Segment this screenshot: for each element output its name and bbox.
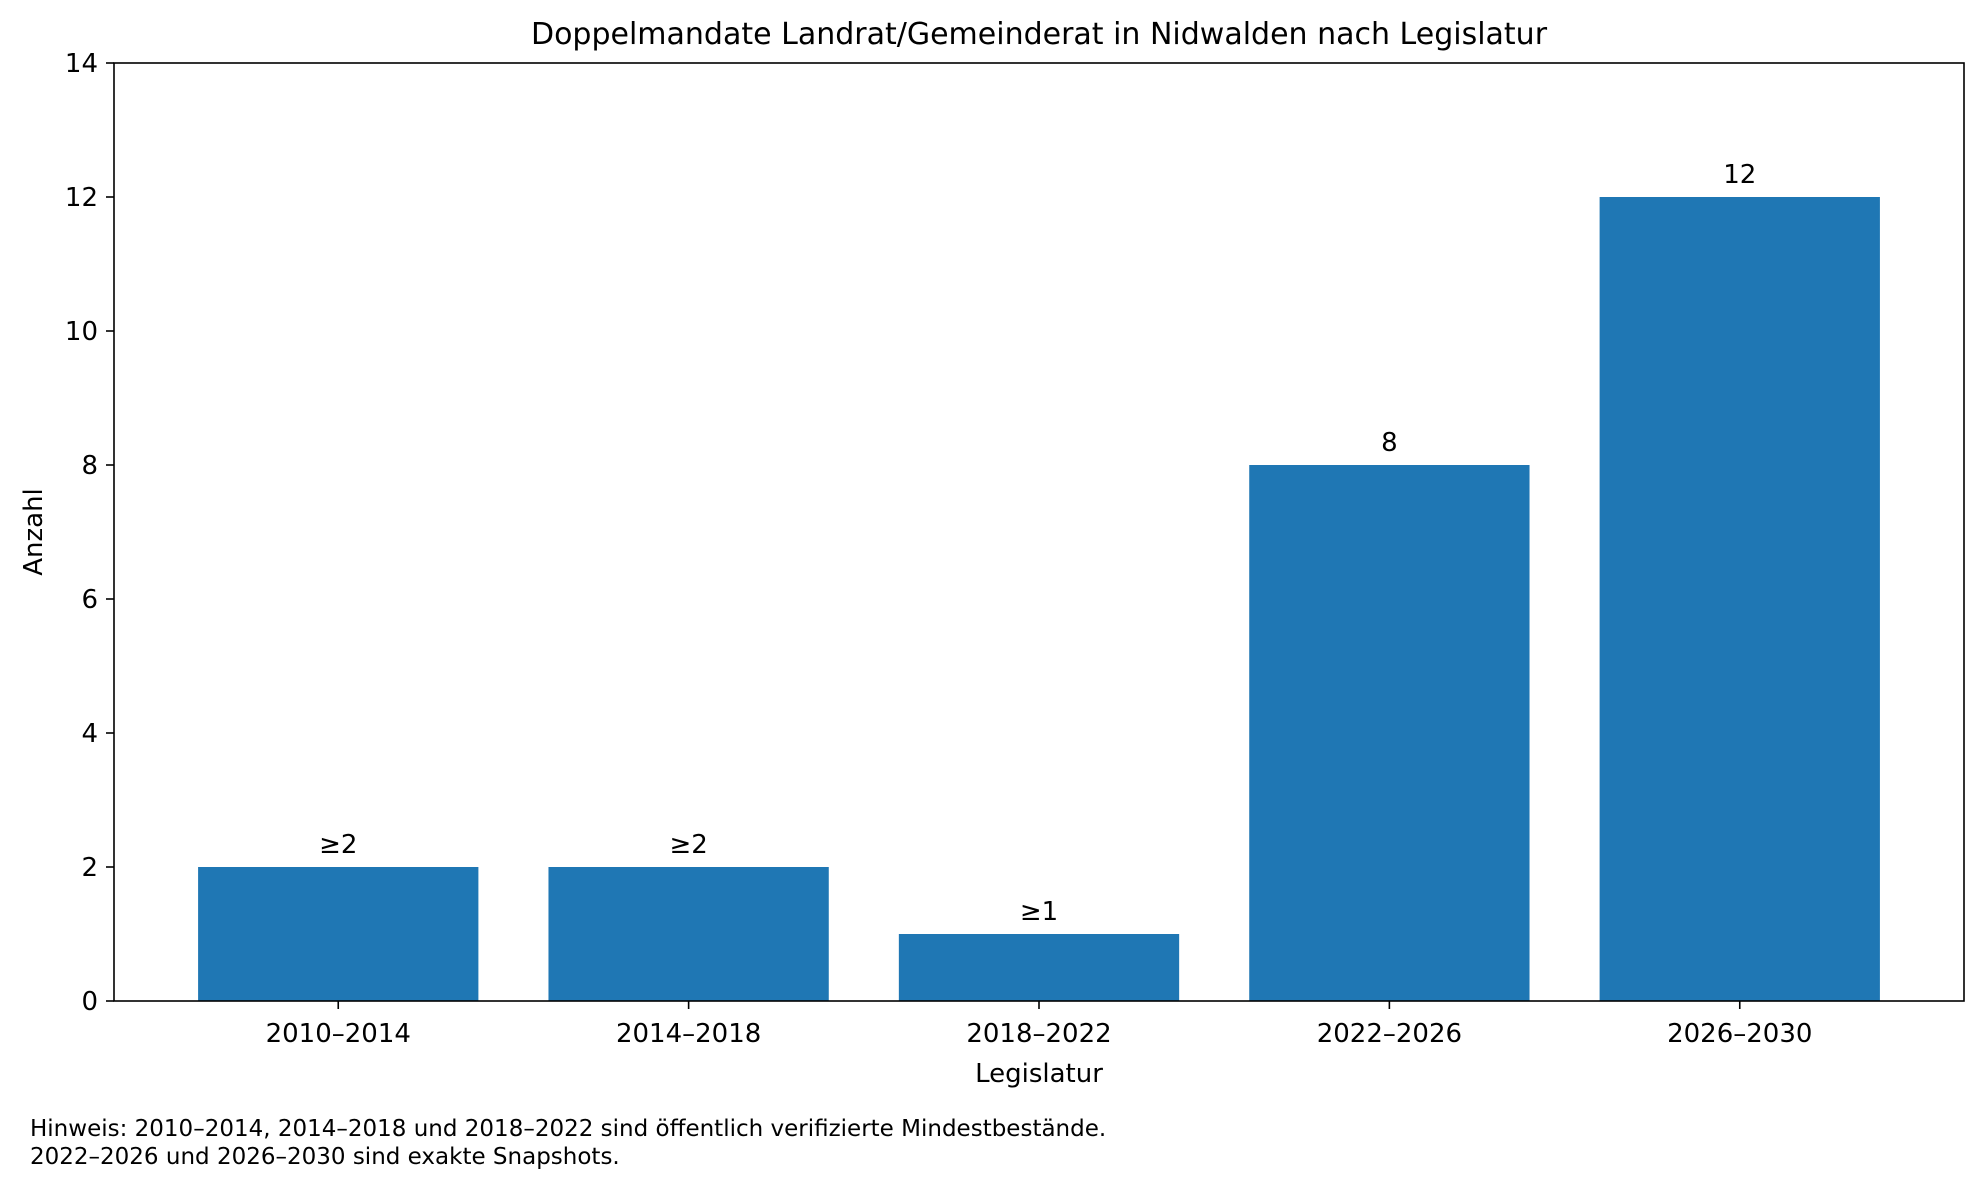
chart-title: Doppelmandate Landrat/Gemeinderat in Nid… <box>531 17 1548 52</box>
y-axis-ticks: 0 2 4 6 8 10 12 14 <box>65 49 114 1017</box>
x-tick-label: 2014–2018 <box>616 1019 761 1049</box>
bar-labels-group: ≥2 ≥2 ≥1 8 12 <box>319 160 1756 927</box>
bar-2018–2022 <box>898 934 1180 1001</box>
bar-value-label: 12 <box>1723 160 1756 190</box>
y-tick-label: 4 <box>81 719 98 749</box>
bar-value-label: 8 <box>1381 428 1398 458</box>
bar-value-label: ≥1 <box>1020 897 1058 927</box>
footnote-line-2: 2022–2026 und 2026–2030 sind exakte Snap… <box>30 1144 620 1170</box>
bar-value-label: ≥2 <box>669 830 707 860</box>
bar-value-label: ≥2 <box>319 830 357 860</box>
x-axis-ticks: 2010–2014 2014–2018 2018–2022 2022–2026 2026… <box>266 1001 1812 1049</box>
bars-group <box>198 197 1880 1001</box>
bar-2014–2018 <box>548 867 829 1001</box>
x-tick-label: 2010–2014 <box>266 1019 411 1049</box>
y-tick-label: 8 <box>81 451 98 481</box>
x-tick-label: 2018–2022 <box>966 1019 1111 1049</box>
bar-2010–2014 <box>198 867 479 1001</box>
x-tick-label: 2022–2026 <box>1317 1019 1462 1049</box>
y-tick-label: 0 <box>81 987 98 1017</box>
y-tick-label: 2 <box>81 853 98 883</box>
footnote-line-1: Hinweis: 2010–2014, 2014–2018 und 2018–2… <box>30 1116 1107 1142</box>
x-tick-label: 2026–2030 <box>1667 1019 1812 1049</box>
y-tick-label: 12 <box>65 183 98 213</box>
x-axis-label: Legislatur <box>975 1059 1103 1089</box>
bar-2026–2030 <box>1599 197 1880 1001</box>
y-axis-label: Anzahl <box>19 488 49 576</box>
y-tick-label: 14 <box>65 49 98 79</box>
bar-2022–2026 <box>1249 465 1530 1001</box>
y-tick-label: 6 <box>81 585 98 615</box>
y-tick-label: 10 <box>65 317 98 347</box>
